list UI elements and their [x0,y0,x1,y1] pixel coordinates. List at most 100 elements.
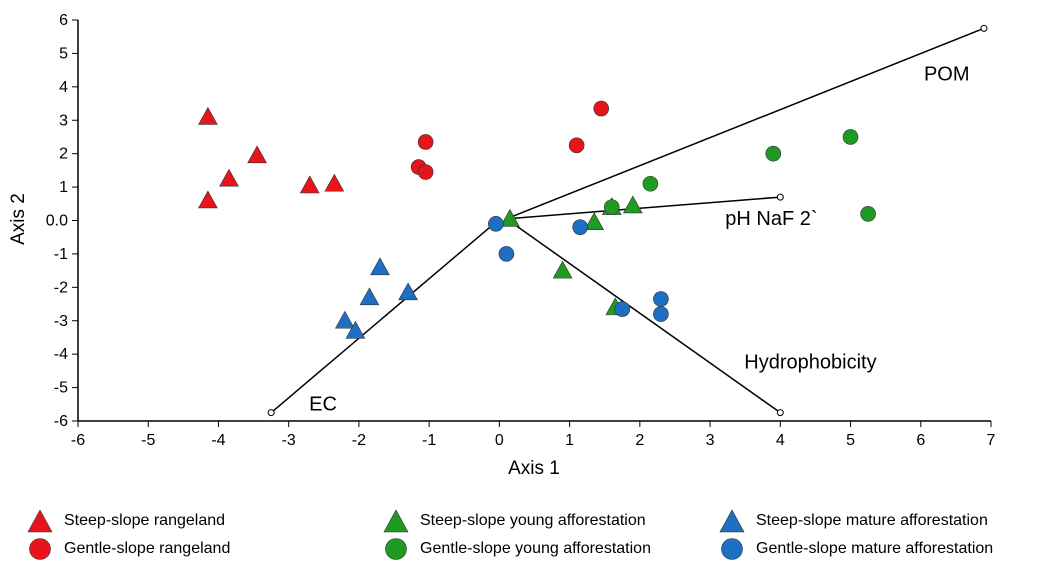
x-tick-label: -2 [352,432,366,449]
triangle-marker [324,173,345,192]
legend-label: Steep-slope young afforestation [420,512,646,529]
vector-label: pH NaF 2` [725,208,817,230]
legend-item: Steep-slope rangeland [26,508,225,534]
y-tick-label: -6 [54,413,68,430]
circle-marker [593,100,610,117]
legend-triangle-icon [383,509,409,533]
circle-marker [498,246,515,262]
circle-marker [653,306,669,322]
axes: -6 -5 -4 -3 -2 -1 0 1 2 3 4 5 6 7 6 5 4 3 2 1 0.0 -1 -2 -3 -4 -5 -… [46,12,996,449]
circle-marker [614,301,631,317]
circle-marker [603,199,620,215]
vector-line [270,221,497,414]
x-tick-label: -4 [211,432,225,449]
x-tick-label: 5 [846,432,855,449]
circle-marker [488,216,504,232]
triangle-marker [345,320,366,339]
vector-label: POM [924,63,970,85]
y-tick-label: -5 [54,380,68,397]
legend-marker [27,509,53,533]
x-tick-label: 2 [635,432,644,449]
legend-triangle-icon [27,509,53,533]
circle-marker [572,219,588,235]
circle-marker [860,206,876,222]
triangle-marker [398,282,418,301]
triangle-marker [198,190,218,209]
y-tick-label: 6 [59,12,68,29]
vector-endpoint [776,409,784,417]
triangle-marker [552,260,573,279]
x-tick-label: -3 [282,432,296,449]
legend-item: Steep-slope young afforestation [382,508,646,534]
legend-circle-icon [721,538,743,560]
vector-line [506,27,985,220]
legend-item: Gentle-slope young afforestation [382,536,651,562]
y-tick-label: 0.0 [46,213,68,230]
triangle-marker [334,310,355,329]
y-tick-label: -3 [54,313,68,330]
vector-label: Hydrophobicity [744,352,876,374]
x-tick-label: 4 [776,432,785,449]
legend-label: Gentle-slope rangeland [64,540,231,557]
circle-marker [417,134,434,150]
triangle-marker [299,175,320,194]
circle-marker [642,175,659,192]
triangle-marker [500,208,520,227]
y-tick-label: 2 [59,146,68,163]
ordination-plot: -6 -5 -4 -3 -2 -1 0 1 2 3 4 5 6 7 6 5 4 3 2 1 0.0 -1 -2 -3 -4 -5 -… [8,12,996,479]
circle-marker [653,291,669,307]
vectors: POM pH NaF 2` Hydrophobicity EC [267,24,988,417]
x-axis-title: Axis 1 [508,458,560,479]
x-tick-label: -1 [422,432,436,449]
circle-marker [568,137,585,154]
y-tick-label: -1 [54,246,68,263]
legend-marker [29,538,51,560]
triangle-marker [219,168,239,187]
legend-label: Steep-slope rangeland [64,512,226,529]
x-tick-label: -6 [71,432,85,449]
circle-marker [417,164,434,180]
legend-circle-icon [29,538,51,560]
vector-endpoint [776,193,784,201]
y-tick-label: 3 [59,112,68,129]
triangle-marker [622,195,643,214]
vector-line [506,196,781,220]
triangle-marker [359,287,380,306]
x-tick-label: 3 [706,432,715,449]
legend-item: Steep-slope mature afforestation [718,508,988,534]
legend-item: Gentle-slope mature afforestation [718,536,993,562]
x-tick-label: 1 [565,432,574,449]
vector-endpoint [980,24,988,32]
x-tick-label: 6 [916,432,925,449]
legend-circle-icon [385,538,407,560]
legend-marker [383,509,409,533]
legend-triangle-icon [719,509,745,533]
legend-label: Gentle-slope mature afforestation [756,540,994,557]
y-tick-label: -4 [54,346,68,363]
y-tick-label: 1 [59,179,68,196]
vector-endpoint [267,409,275,417]
y-tick-label: 4 [59,79,68,96]
y-tick-label: 5 [59,45,68,62]
triangle-marker [584,212,605,230]
vector-label: EC [309,394,337,416]
vector-line [505,218,781,414]
y-tick-label: -2 [54,279,68,296]
data-points [198,100,876,339]
circle-marker [765,145,782,162]
legend-marker [385,538,407,560]
x-tick-label: 7 [987,432,996,449]
x-tick-label: -5 [141,432,155,449]
y-axis-title: Axis 2 [8,193,29,245]
triangle-marker [370,257,390,276]
legend-marker [721,538,743,560]
circle-marker [842,129,859,145]
legend-label: Gentle-slope young afforestation [420,540,651,557]
legend: Steep-slope rangeland Gentle-slope rangel… [0,509,1062,572]
x-tick-label: 0 [495,432,504,449]
legend-label: Steep-slope mature afforestation [756,512,988,529]
legend-marker [719,509,745,533]
triangle-marker [247,145,267,164]
triangle-marker [198,106,218,125]
legend-item: Gentle-slope rangeland [26,536,230,562]
